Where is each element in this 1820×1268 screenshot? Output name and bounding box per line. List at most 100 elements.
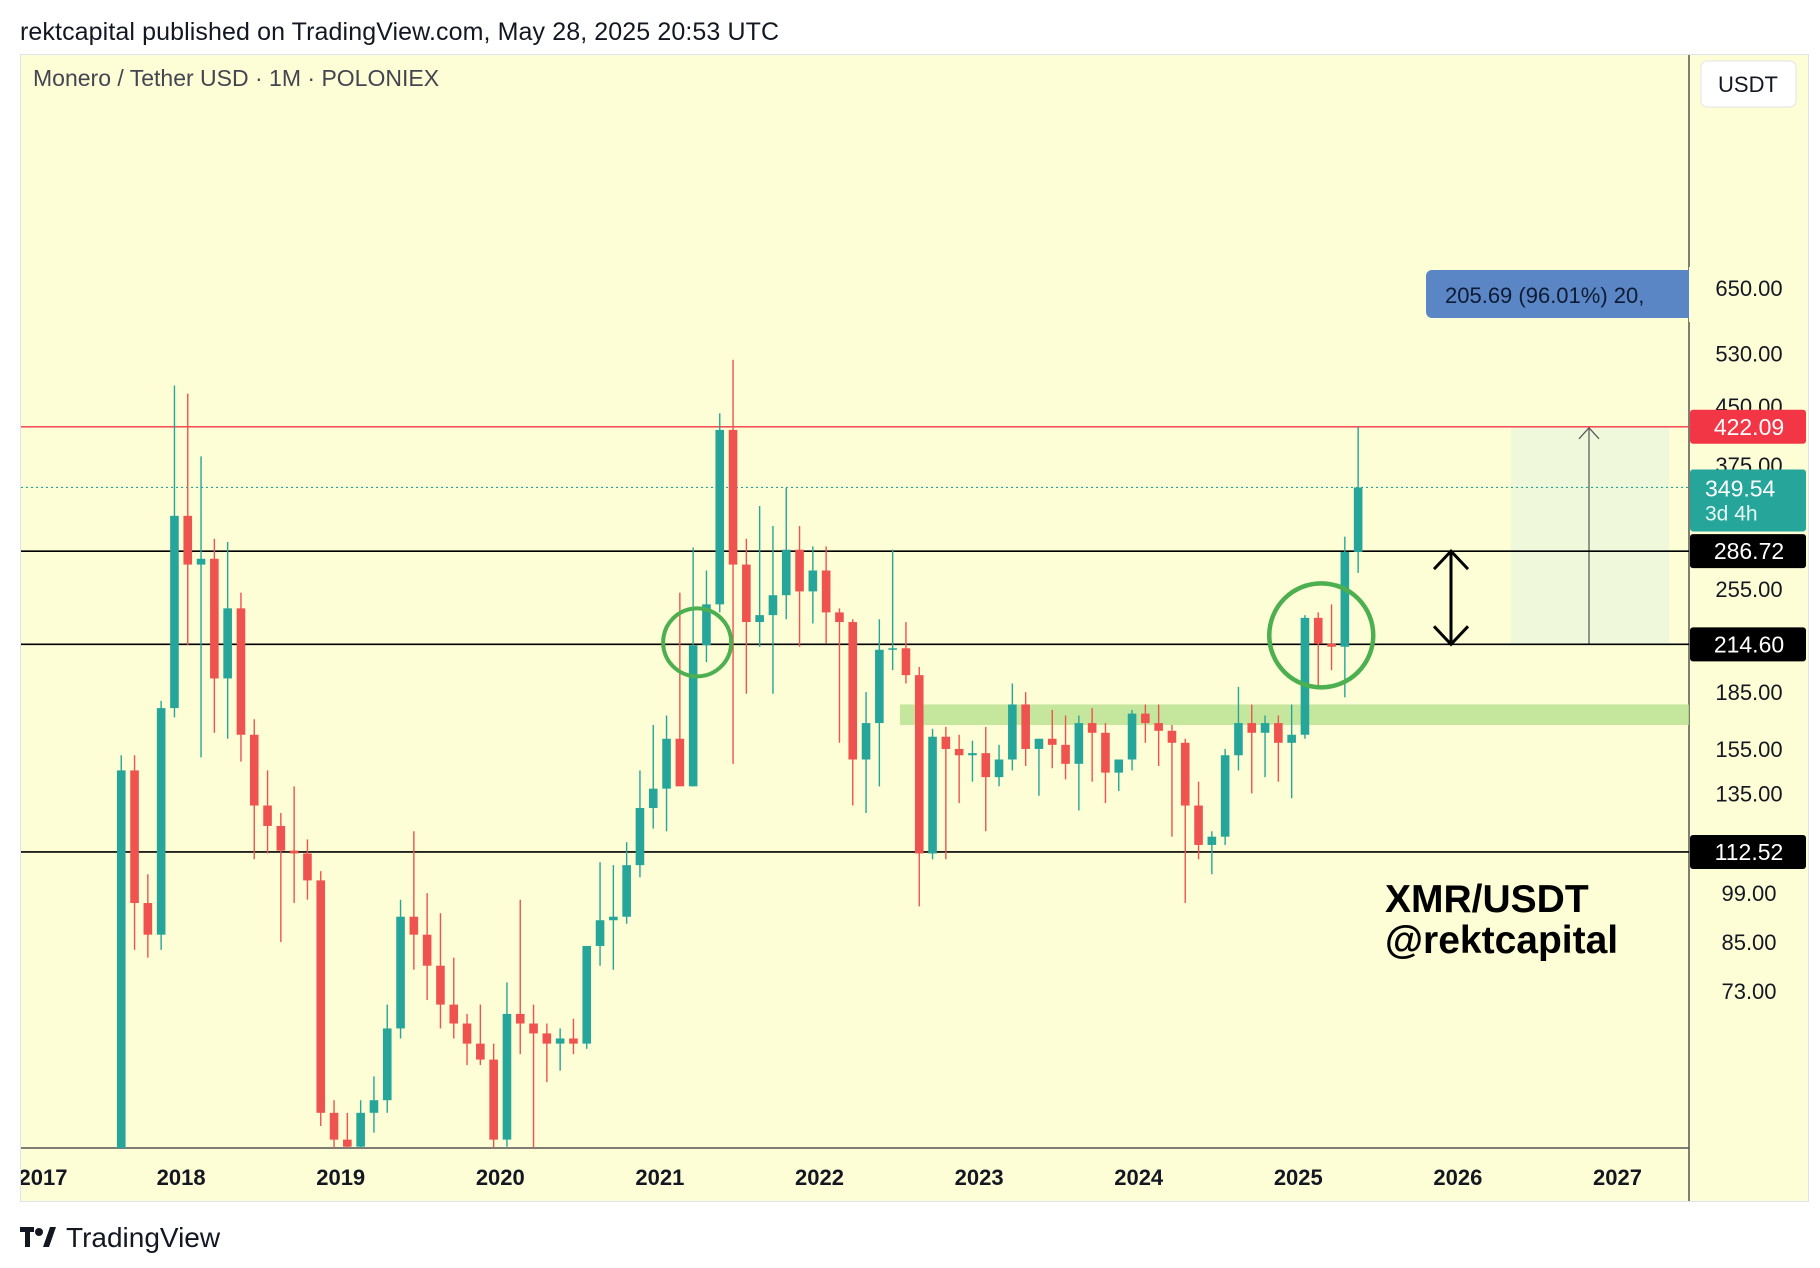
candle-body	[648, 788, 658, 809]
candle-body	[130, 770, 139, 904]
candle-body	[1034, 738, 1044, 749]
watermark-pair: XMR/USDT	[1385, 878, 1589, 921]
currency-button-bg[interactable]	[1700, 60, 1797, 108]
candle-body	[662, 738, 671, 789]
candle-body	[582, 945, 592, 1044]
candle-body	[768, 595, 778, 616]
measure-label: 205.69 (96.01%) 20,	[1445, 283, 1644, 308]
candle-body	[1274, 723, 1283, 743]
annotation-circle-2025	[1267, 581, 1376, 690]
candle-body	[343, 1139, 352, 1147]
candle-body	[143, 903, 153, 935]
y-tick-label: 73.00	[1721, 979, 1776, 1004]
candle-body	[436, 965, 445, 1005]
countdown-label: 3d 4h	[1705, 502, 1758, 525]
candle-body	[502, 1013, 512, 1140]
candle-body	[409, 916, 419, 935]
x-tick-label: 2023	[955, 1165, 1004, 1190]
candle-body	[1127, 713, 1137, 760]
candle-body	[728, 429, 738, 565]
candle-body	[382, 1028, 392, 1101]
candle-body	[808, 570, 818, 592]
candle-body	[1047, 738, 1057, 745]
candle-body	[356, 1112, 365, 1147]
candle-body	[515, 1013, 525, 1024]
candle-body	[675, 738, 685, 787]
candle-body	[1313, 617, 1323, 644]
bubble-cover	[1689, 267, 1808, 322]
candle-body	[1220, 755, 1230, 837]
current-price-tag: 349.54	[1705, 475, 1776, 501]
candle-body	[1327, 643, 1336, 647]
candle-body	[702, 604, 711, 646]
candle-body	[1167, 730, 1177, 743]
resistance-price-tag-bg	[1690, 409, 1806, 444]
candle-body	[755, 615, 764, 623]
candle-body	[555, 1038, 565, 1044]
candle-body	[941, 736, 951, 749]
candle-body	[835, 612, 844, 623]
candle-body	[329, 1112, 339, 1140]
candle-body	[968, 753, 977, 756]
candle-body	[609, 916, 618, 921]
tradingview-footer: TradingView	[20, 1222, 220, 1254]
chart-area[interactable]: 205.69 (96.01%) 20, Monero / Tether USD ·…	[20, 54, 1809, 1202]
candle-body	[276, 825, 286, 851]
candle-body	[422, 934, 432, 966]
candle-body	[1300, 617, 1310, 735]
candle-body	[1141, 713, 1150, 724]
candle-body	[1234, 723, 1243, 756]
candle-body	[249, 734, 259, 806]
candle-body	[542, 1033, 552, 1044]
candle-body	[529, 1023, 538, 1034]
candle-body	[781, 549, 791, 596]
candle-body	[888, 648, 897, 650]
candle-body	[1154, 723, 1163, 731]
y-tick-label: 155.00	[1715, 737, 1782, 762]
annotation-circle-2021	[661, 606, 734, 679]
candle-body	[1008, 704, 1017, 760]
price-chart[interactable]: 205.69 (96.01%) 20, Monero / Tether USD ·…	[21, 55, 1808, 1201]
y-tick-label: 255.00	[1715, 577, 1782, 602]
candle-body	[954, 748, 964, 756]
candle-body	[316, 880, 326, 1113]
x-tick-label: 2017	[21, 1165, 67, 1190]
y-tick-label: 650.00	[1715, 276, 1782, 301]
tradingview-logo-icon	[20, 1227, 58, 1249]
candle-body	[848, 622, 858, 760]
currency-button-label[interactable]: USDT	[1718, 72, 1778, 97]
range-arrow-bottom	[1432, 625, 1470, 647]
candle-body	[183, 515, 193, 565]
publish-info: rektcapital published on TradingView.com…	[20, 18, 780, 46]
level-price-tag-1-bg	[1690, 534, 1806, 569]
candle-body	[928, 736, 937, 854]
candle-body	[210, 558, 219, 679]
candle-body	[1180, 742, 1190, 806]
candle-body	[369, 1100, 379, 1113]
candle-body	[1194, 805, 1203, 845]
support-zone	[899, 704, 1689, 725]
candle-body	[236, 608, 246, 735]
candle-body	[622, 865, 631, 917]
candle-body	[462, 1023, 472, 1044]
candle-body	[1287, 734, 1296, 743]
candle-body	[1340, 551, 1350, 647]
brand-name: TradingView	[66, 1222, 221, 1253]
candle-body	[156, 708, 166, 935]
candle-body	[821, 570, 831, 613]
candle-body	[289, 850, 299, 854]
level-price-tag-1: 286.72	[1714, 538, 1784, 564]
candle-body	[688, 645, 698, 787]
candle-body	[861, 723, 871, 760]
x-tick-label: 2021	[635, 1165, 684, 1190]
candle-body	[914, 675, 924, 854]
candle-body	[170, 515, 179, 709]
candle-body	[901, 648, 911, 676]
y-tick-label: 99.00	[1721, 881, 1776, 906]
candle-body	[875, 649, 884, 724]
candle-body	[994, 759, 1004, 778]
candle-body	[981, 753, 991, 778]
current-price-tag-bg	[1690, 469, 1806, 532]
candle-body	[1074, 723, 1084, 764]
candle-body	[715, 429, 725, 605]
